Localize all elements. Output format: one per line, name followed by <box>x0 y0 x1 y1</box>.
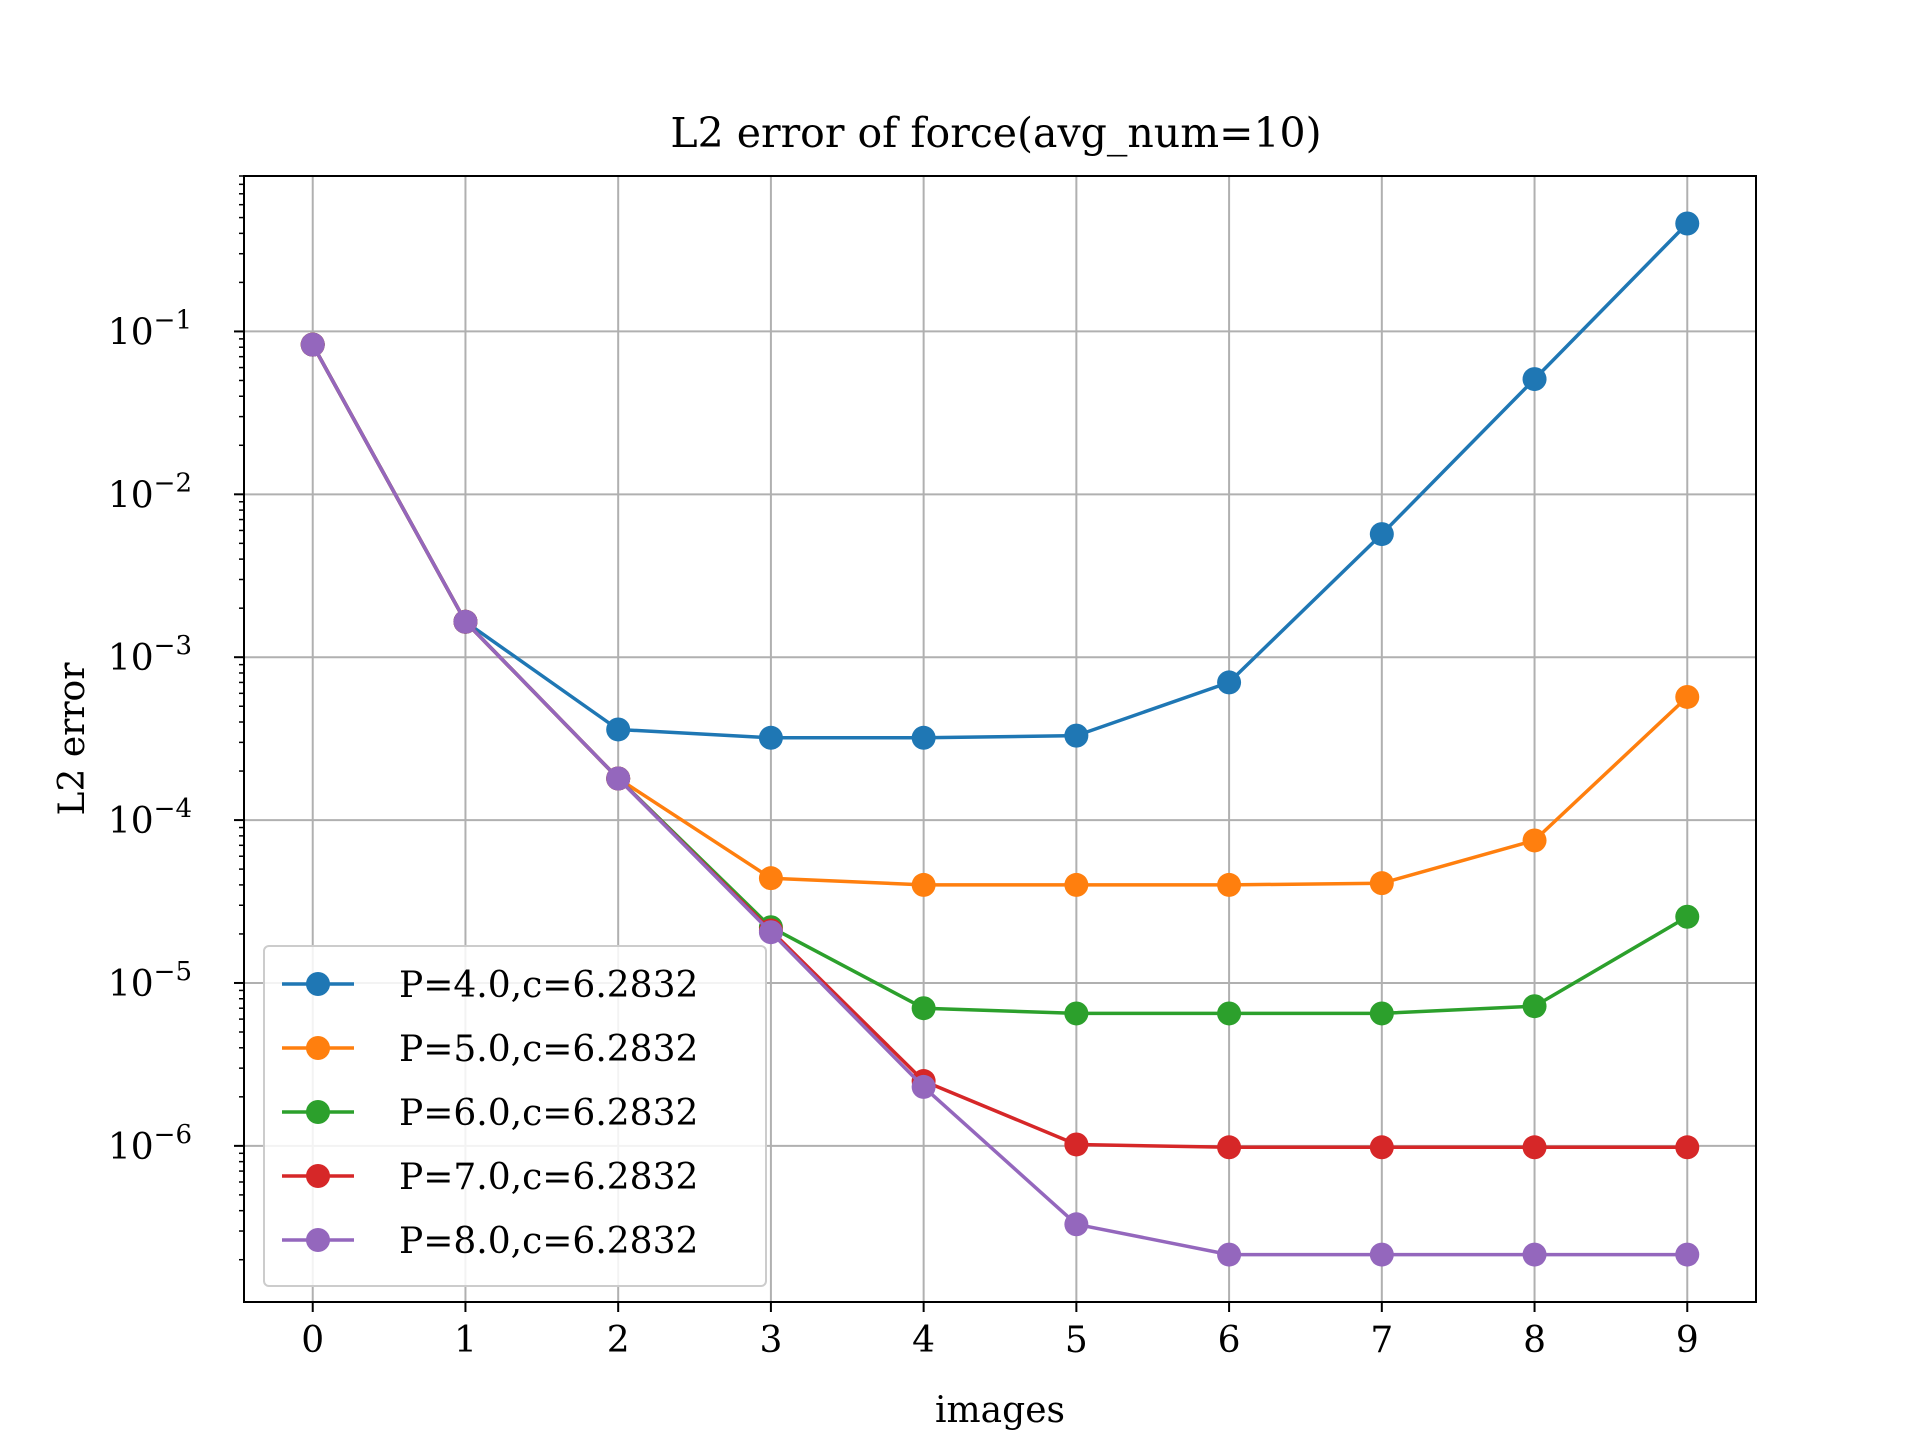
data-point <box>606 717 631 742</box>
data-point <box>1369 1242 1394 1267</box>
legend-box <box>263 945 767 1287</box>
y-tick-label: 10−1 <box>108 305 192 353</box>
data-point <box>1675 1135 1700 1160</box>
data-point <box>1675 1242 1700 1267</box>
x-tick-label: 5 <box>1065 1320 1088 1361</box>
legend-label: P=8.0,c=6.2832 <box>399 1221 698 1262</box>
data-point <box>1064 1212 1089 1237</box>
series-line <box>311 222 1689 740</box>
legend-marker <box>306 1228 330 1252</box>
data-point <box>1369 1135 1394 1160</box>
legend-item: P=4.0,c=6.2832 <box>282 965 698 1006</box>
x-tick-label: 0 <box>301 1320 324 1361</box>
data-point <box>1217 872 1242 897</box>
data-point <box>758 920 783 945</box>
data-point <box>758 866 783 891</box>
y-tick-label: 10−3 <box>108 631 192 679</box>
legend: P=4.0,c=6.2832 P=5.0,c=6.2832 P=6.0,c=6.28… <box>263 945 767 1287</box>
data-point <box>1064 723 1089 748</box>
data-point <box>911 725 936 750</box>
data-point <box>911 1074 936 1099</box>
y-axis-label: L2 error <box>52 662 93 816</box>
x-tick-label: 8 <box>1523 1320 1546 1361</box>
data-point <box>758 725 783 750</box>
grid <box>244 176 1756 1302</box>
legend-item: P=8.0,c=6.2832 <box>282 1221 698 1262</box>
data-point <box>1522 1135 1547 1160</box>
data-point <box>1675 904 1700 929</box>
data-point <box>1064 872 1089 897</box>
x-tick-label: 1 <box>454 1320 477 1361</box>
legend-marker <box>306 1100 330 1124</box>
legend-label: P=7.0,c=6.2832 <box>399 1157 698 1198</box>
y-tick-label: 10−4 <box>108 794 192 842</box>
data-point <box>1522 367 1547 392</box>
data-point <box>1369 522 1394 547</box>
data-point <box>1675 211 1700 236</box>
series-line <box>311 343 1688 1257</box>
data-point <box>911 996 936 1021</box>
legend-label: P=6.0,c=6.2832 <box>399 1093 698 1134</box>
x-axis-label: images <box>935 1390 1065 1431</box>
data-point <box>606 766 631 791</box>
data-point <box>911 872 936 897</box>
legend-label: P=5.0,c=6.2832 <box>399 1029 698 1070</box>
data-point <box>1522 994 1547 1019</box>
data-point <box>300 332 325 357</box>
x-tick-label: 3 <box>759 1320 782 1361</box>
x-tick-label: 7 <box>1370 1320 1393 1361</box>
data-point <box>453 609 478 634</box>
data-point <box>1675 684 1700 709</box>
legend-marker <box>306 1036 330 1060</box>
data-point <box>1522 828 1547 853</box>
axes: 0 1 2 3 4 5 6 7 8 9 10−1 10−2 10−3 10−4 10−5 10−6 <box>108 175 1699 1361</box>
data-point <box>1217 1135 1242 1160</box>
data-point <box>1369 871 1394 896</box>
x-tick-label: 4 <box>912 1320 935 1361</box>
data-point <box>1369 1001 1394 1026</box>
legend-item: P=6.0,c=6.2832 <box>282 1093 698 1134</box>
y-tick-label: 10−5 <box>108 957 192 1005</box>
y-tick-label: 10−2 <box>108 468 192 516</box>
legend-marker <box>306 1164 330 1188</box>
data-point <box>1522 1242 1547 1267</box>
chart-title: L2 error of force(avg_num=10) <box>670 109 1321 157</box>
x-tick-label: 2 <box>607 1320 630 1361</box>
series <box>300 332 1700 1267</box>
data-point <box>1217 1001 1242 1026</box>
x-tick-label: 9 <box>1676 1320 1699 1361</box>
data-point <box>1217 670 1242 695</box>
data-point <box>1217 1242 1242 1267</box>
data-point <box>1064 1132 1089 1157</box>
series-group <box>300 211 1700 1267</box>
legend-marker <box>306 972 330 996</box>
legend-item: P=7.0,c=6.2832 <box>282 1157 698 1198</box>
y-tick-label: 10−6 <box>108 1120 192 1168</box>
plot-frame <box>243 175 1757 1303</box>
legend-label: P=4.0,c=6.2832 <box>399 965 698 1006</box>
legend-item: P=5.0,c=6.2832 <box>282 1029 698 1070</box>
data-point <box>1064 1001 1089 1026</box>
x-tick-label: 6 <box>1218 1320 1241 1361</box>
